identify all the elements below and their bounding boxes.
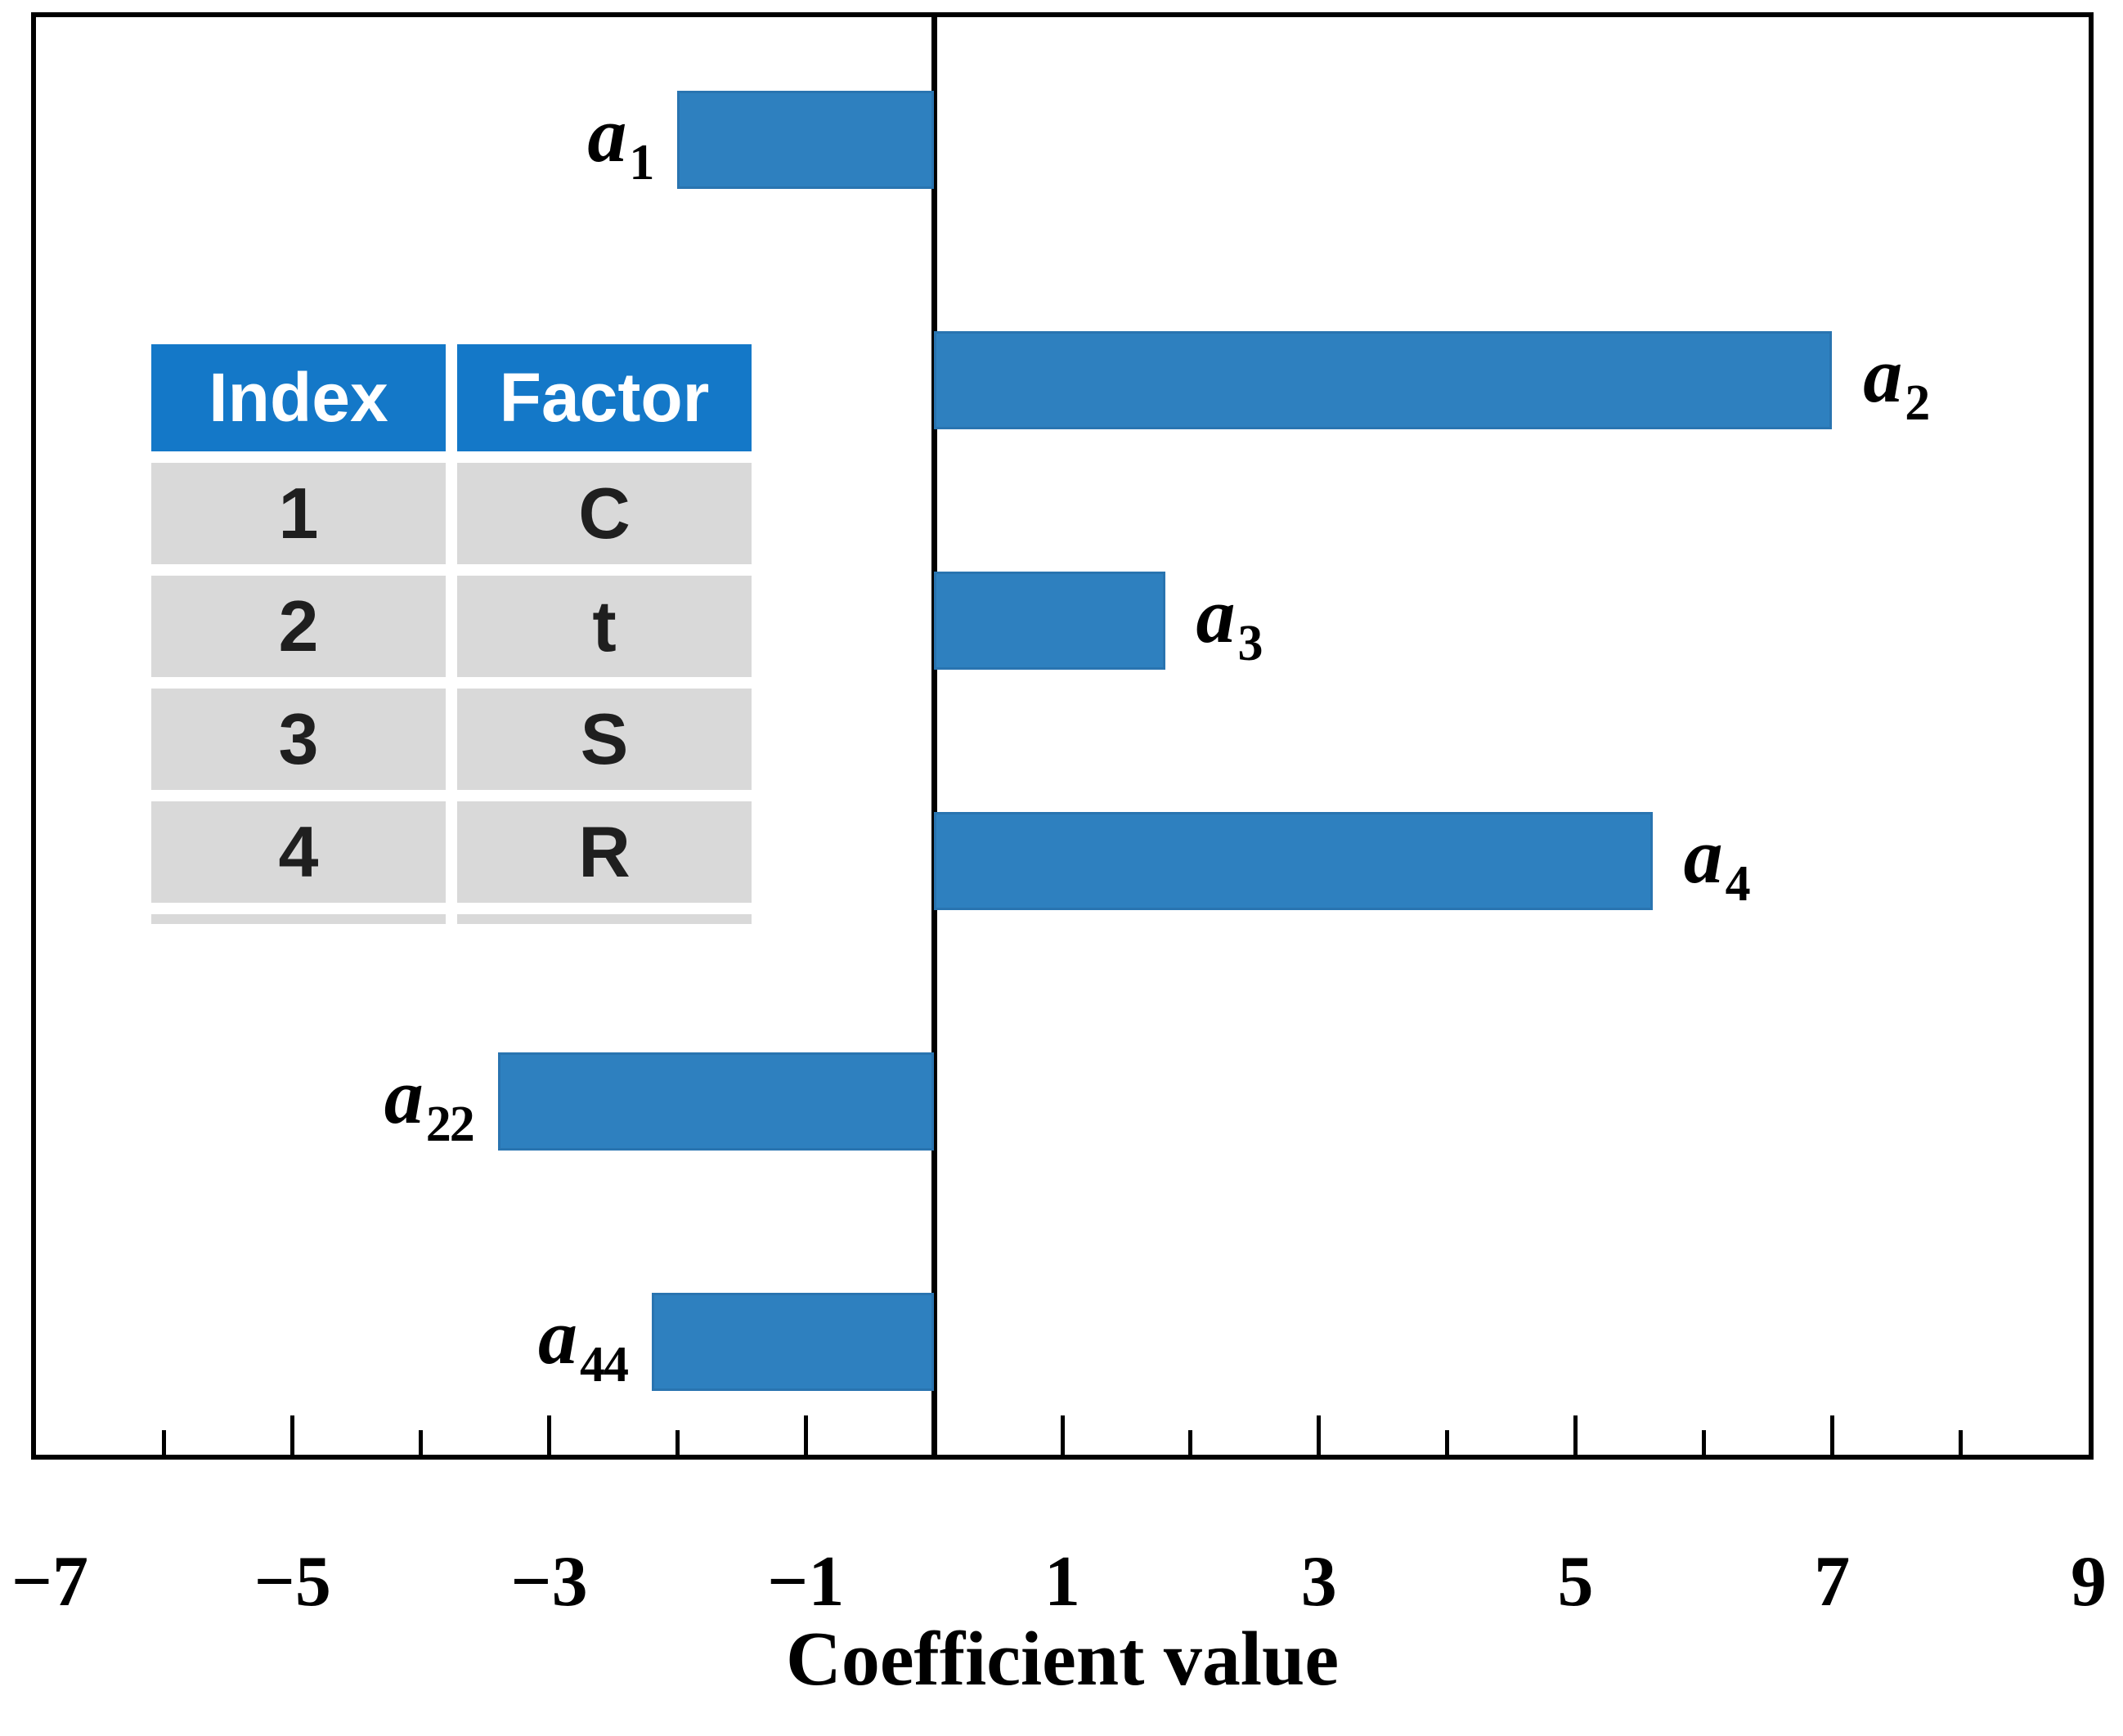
bar-label-base: a	[1683, 812, 1723, 899]
bar-label-base: a	[1863, 331, 1903, 419]
x-tick-minus-2	[675, 1430, 680, 1455]
bar-label-a2: a2	[1863, 336, 1930, 432]
table-bottom-strip	[457, 914, 752, 924]
table-header-factor: Factor	[457, 344, 752, 451]
x-tick-minus-3	[547, 1415, 551, 1455]
x-tick-7	[1829, 1415, 1834, 1455]
plot-area: Index Factor 1 C 2 t 3 S 4 R a1 a2 a3 a4 a22 a44	[31, 12, 2094, 1460]
bar-label-subscript: 44	[580, 1337, 629, 1393]
bar-label-base: a	[384, 1052, 424, 1140]
bar-label-base: a	[587, 91, 627, 178]
x-tick-minus-1	[803, 1415, 808, 1455]
bar-a3	[934, 572, 1165, 670]
bar-label-a1: a1	[587, 96, 654, 191]
bar-label-a3: a3	[1196, 576, 1263, 672]
x-tick-label-3: 3	[1300, 1542, 1337, 1622]
bar-label-subscript: 1	[629, 135, 654, 191]
x-tick-minus-5	[290, 1415, 295, 1455]
bar-a22	[497, 1052, 935, 1151]
x-tick-label-minus-3: −3	[510, 1542, 588, 1622]
table-cell-r4c2: R	[457, 801, 752, 903]
x-tick-minus-6	[162, 1430, 167, 1455]
x-tick-8	[1958, 1430, 1963, 1455]
table-header-index: Index	[151, 344, 446, 451]
x-tick-label-9: 9	[2071, 1542, 2107, 1622]
table-cell-r1c2: C	[457, 463, 752, 564]
bar-a4	[934, 812, 1653, 910]
x-tick-6	[1701, 1430, 1706, 1455]
x-tick-label-minus-1: −1	[767, 1542, 845, 1622]
x-tick-minus-4	[419, 1430, 424, 1455]
bar-label-subscript: 4	[1725, 856, 1751, 912]
x-axis-title: Coefficient value	[785, 1617, 1340, 1702]
x-tick-label-5: 5	[1557, 1542, 1594, 1622]
x-tick-1	[1060, 1415, 1065, 1455]
bar-label-base: a	[1196, 572, 1236, 659]
table-cell-r2c2: t	[457, 576, 752, 677]
table-bottom-strip	[151, 914, 446, 924]
x-tick-label-minus-7: −7	[11, 1542, 89, 1622]
table-cell-r3c1: 3	[151, 689, 446, 790]
x-tick-label-minus-5: −5	[254, 1542, 331, 1622]
x-tick-label-1: 1	[1044, 1542, 1080, 1622]
bar-label-base: a	[538, 1293, 577, 1380]
bar-label-subscript: 22	[425, 1097, 475, 1152]
table-cell-r2c1: 2	[151, 576, 446, 677]
table-cell-r4c1: 4	[151, 801, 446, 903]
bar-label-subscript: 3	[1237, 616, 1263, 671]
bar-a1	[677, 91, 935, 189]
table-cell-r1c1: 1	[151, 463, 446, 564]
bar-a44	[652, 1293, 935, 1391]
x-tick-label-7: 7	[1814, 1542, 1851, 1622]
zero-axis-line	[931, 17, 937, 1455]
x-tick-3	[1317, 1415, 1322, 1455]
x-tick-2	[1188, 1430, 1193, 1455]
bar-label-subscript: 2	[1905, 375, 1930, 431]
bar-label-a22: a22	[384, 1057, 475, 1153]
x-tick-5	[1573, 1415, 1578, 1455]
table-cell-r3c2: S	[457, 689, 752, 790]
x-tick-4	[1445, 1430, 1450, 1455]
bar-label-a4: a4	[1684, 817, 1751, 913]
bar-a2	[934, 331, 1833, 429]
bar-label-a44: a44	[538, 1298, 629, 1393]
